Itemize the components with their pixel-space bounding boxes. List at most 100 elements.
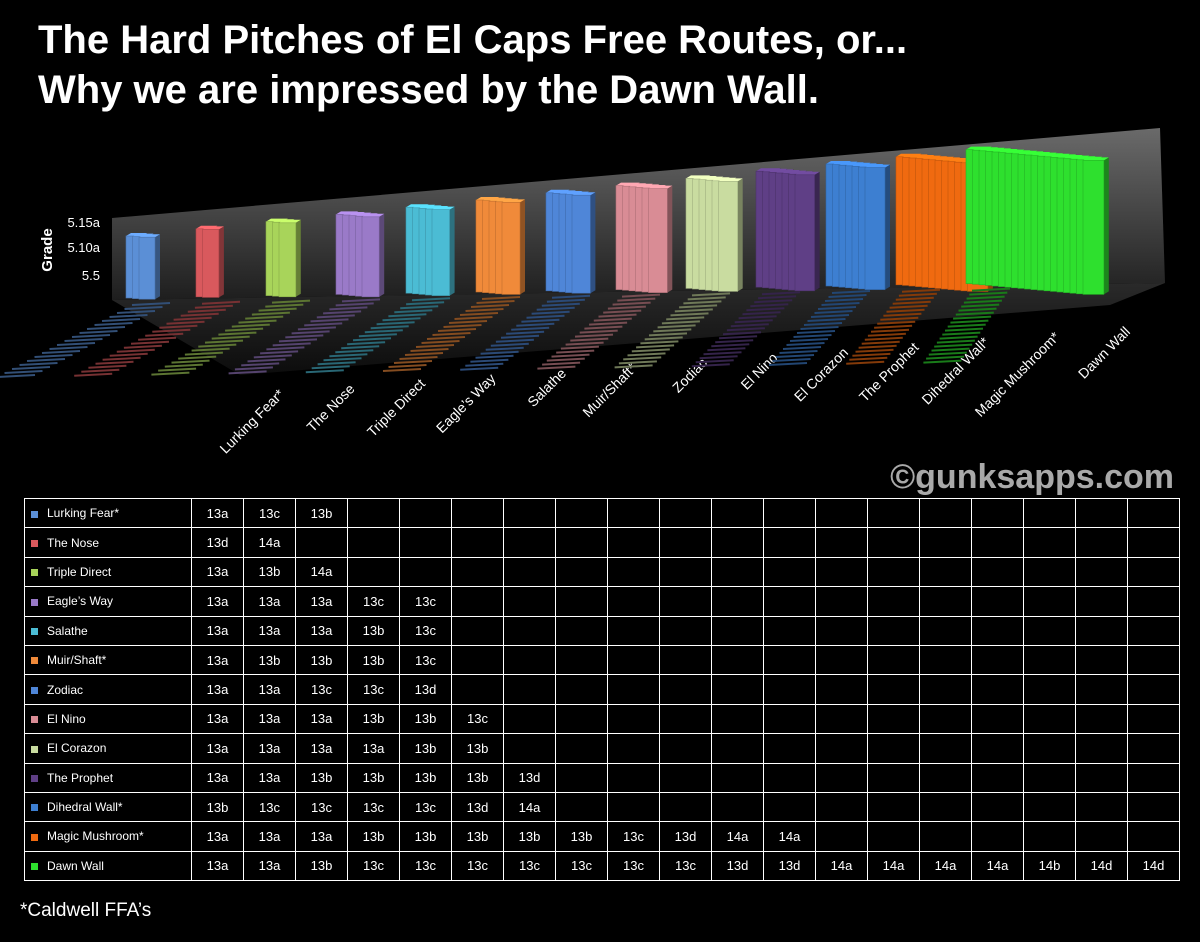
table-row: Magic Mushroom* 13a 13a 13a 13b 13b 13b 13b 13b 1… <box>24 821 1180 852</box>
floor-stripe <box>394 309 433 314</box>
floor-stripe <box>768 362 808 366</box>
grade-cell: 13a <box>191 762 244 793</box>
floor-stripe <box>19 362 58 366</box>
grade-cell <box>1127 644 1180 676</box>
bar-top <box>279 219 301 223</box>
route-name: Eagle’s Way <box>47 594 114 609</box>
floor-stripe <box>109 352 148 357</box>
floor-stripe <box>754 299 793 304</box>
floor-stripe <box>800 326 839 330</box>
floor-stripe <box>370 325 409 330</box>
floor-stripe <box>618 360 657 365</box>
x-tick-label: Lurking Fear* <box>216 385 287 456</box>
grade-cell: 13c <box>399 615 452 646</box>
floor-stripe <box>889 304 928 309</box>
route-cell: Eagle’s Way <box>24 586 192 617</box>
swatch <box>31 716 38 724</box>
floor-stripe <box>0 374 36 378</box>
grade-cell: 13c <box>347 586 400 617</box>
floor-stripe <box>537 365 576 370</box>
floor-stripe <box>746 307 785 312</box>
floor-stripe <box>864 336 903 341</box>
floor-stripe <box>761 291 801 296</box>
bar-top <box>432 206 455 210</box>
floor-stripe <box>138 336 177 341</box>
grade-cell <box>555 497 608 529</box>
floor-stripe <box>218 331 257 336</box>
grade-cell <box>711 791 764 823</box>
floor-stripe <box>734 319 773 324</box>
grade-cell <box>919 791 972 823</box>
floor-stripe <box>4 370 43 374</box>
grade-cell <box>711 497 764 529</box>
floor-stripe <box>711 343 750 348</box>
floor-stripe <box>26 358 66 362</box>
floor-stripe <box>516 322 555 327</box>
grade-cell: 14a <box>711 821 764 852</box>
floor-stripe <box>178 355 217 360</box>
floor-stripe <box>109 314 148 318</box>
grade-cell: 13b <box>243 644 296 676</box>
floor-stripe <box>341 298 381 303</box>
grade-cell: 13a <box>191 586 244 617</box>
x-tick-label: The Prophet <box>856 339 922 405</box>
floor-stripe <box>145 332 184 337</box>
grade-cell <box>1127 733 1180 764</box>
grade-table: Lurking Fear* 13a 13c 13b The Nose 13d 14a Trip… <box>24 497 1180 882</box>
floor-stripe <box>166 320 205 325</box>
grade-cell <box>971 586 1024 617</box>
grade-cell: 13d <box>399 674 452 705</box>
route-name: Lurking Fear* <box>47 506 120 521</box>
grade-cell <box>1023 586 1076 617</box>
floor-stripe <box>180 312 219 317</box>
grade-cell: 14d <box>1075 850 1128 882</box>
grade-cell: 13b <box>347 615 400 646</box>
grade-cell <box>971 762 1024 793</box>
grade-cell <box>711 644 764 676</box>
floor-stripe <box>963 299 1002 304</box>
grade-cell <box>659 674 712 705</box>
floor-stripe <box>786 342 825 346</box>
table-row: Dihedral Wall* 13b 13c 13c 13c 13c 13d 14a <box>24 791 1180 823</box>
bar <box>794 174 815 292</box>
floor-stripe <box>228 370 267 375</box>
grade-cell <box>815 615 868 646</box>
grade-cell <box>555 615 608 646</box>
floor-stripe <box>426 336 466 340</box>
grade-cell <box>451 556 504 588</box>
floor-stripe <box>116 310 156 314</box>
grade-cell <box>1023 674 1076 705</box>
grade-cell <box>555 674 608 705</box>
grade-cell <box>1023 527 1076 558</box>
floor-stripe <box>772 358 811 362</box>
floor-stripe <box>64 338 103 342</box>
table-row: The Nose 13d 14a <box>24 527 1180 558</box>
grade-cell: 13a <box>243 615 296 646</box>
grade-cell: 13a <box>191 497 244 529</box>
bar <box>718 181 739 292</box>
floor-stripe <box>131 302 171 306</box>
floor-stripe <box>855 348 894 353</box>
grade-cell: 14a <box>503 791 556 823</box>
floor-stripe <box>782 346 822 350</box>
grade-cell <box>1127 556 1180 588</box>
swatch <box>31 686 38 694</box>
grade-cell <box>555 791 608 823</box>
grade-cell <box>607 703 660 735</box>
grade-cell <box>711 733 764 764</box>
floor-stripe <box>335 302 374 307</box>
floor-stripe <box>285 334 324 339</box>
floor-stripe <box>814 310 853 314</box>
grade-cell <box>711 615 764 646</box>
floor-stripe <box>895 296 934 301</box>
floor-stripe <box>94 322 133 326</box>
grade-cell: 13c <box>243 791 296 823</box>
grade-cell <box>1075 674 1128 705</box>
grade-cell <box>919 615 972 646</box>
floor-stripe <box>470 304 510 308</box>
floor-stripe <box>101 318 141 322</box>
grade-cell: 13a <box>243 674 296 705</box>
floor-stripe <box>352 337 392 342</box>
floor-stripe <box>867 332 906 337</box>
grade-cell: 13a <box>191 733 244 764</box>
